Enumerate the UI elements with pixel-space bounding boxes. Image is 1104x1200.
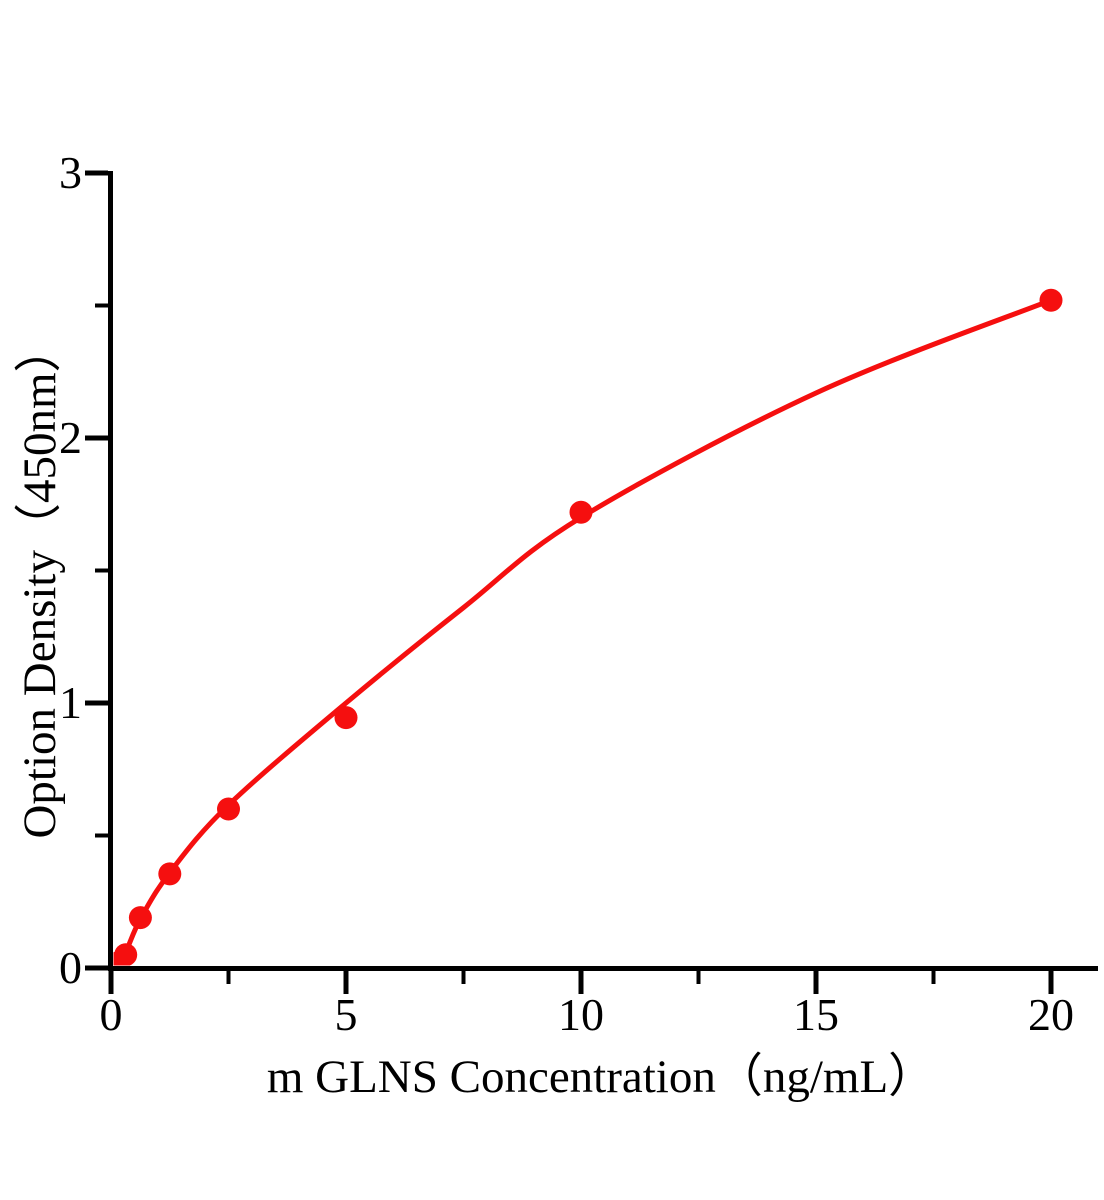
x-tick-label: 20 [1028,989,1074,1040]
x-axis-title: m GLNS Concentration（ng/mL） [267,1051,935,1103]
y-axis-ticks [85,170,108,971]
y-tick-label: 2 [59,412,82,463]
data-layer [113,288,1063,966]
data-point [334,706,358,730]
y-tick-label: 3 [59,147,82,198]
data-point [128,906,152,930]
data-point [1039,288,1063,312]
x-axis-tick-labels: 0 5 10 15 20 [100,989,1075,1040]
y-axis-title: Option Density（450nm） [14,325,66,838]
y-tick-label: 0 [59,942,82,993]
data-point [158,862,182,886]
data-point [217,797,240,821]
data-points [113,288,1063,966]
x-axis-ticks [108,971,1054,994]
x-tick-label: 5 [335,989,358,1040]
y-tick-label: 1 [59,677,82,728]
data-point [569,500,593,524]
x-tick-label: 0 [100,989,123,1040]
x-tick-label: 10 [558,989,604,1040]
data-point [114,943,138,966]
x-tick-label: 15 [793,989,839,1040]
fit-curve [114,297,1054,966]
y-axis-tick-labels: 0 1 2 3 [59,147,82,993]
